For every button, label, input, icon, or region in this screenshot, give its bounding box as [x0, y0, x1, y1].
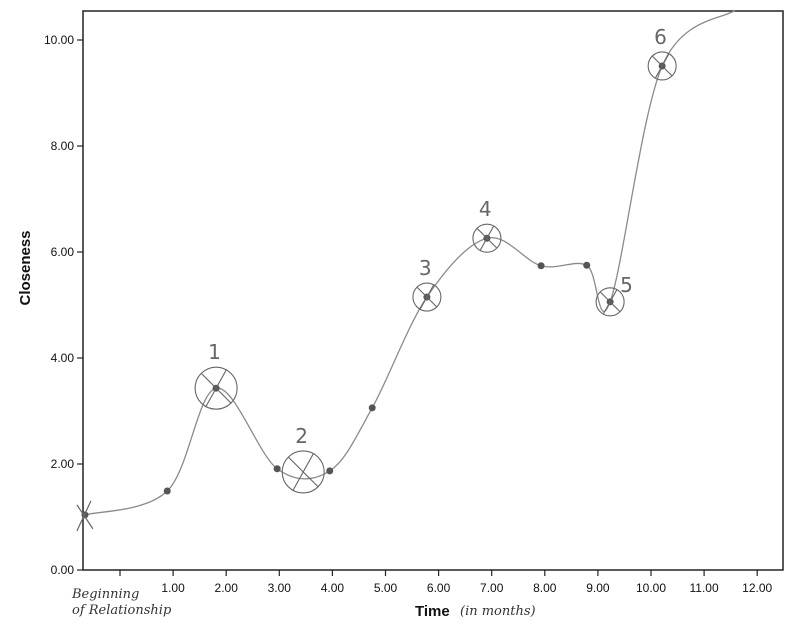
data-point: [583, 261, 591, 269]
annotation-circle: [194, 366, 238, 410]
x-tick-label: 4.00: [321, 581, 345, 595]
x-tick-label: 6.00: [427, 581, 451, 595]
x-tick-label: 10.00: [636, 581, 666, 595]
x-tick-label: 11.00: [690, 581, 719, 595]
x-tick-label: 5.00: [374, 581, 398, 595]
annotation-circle: [412, 282, 442, 312]
data-point: [273, 465, 281, 473]
cross-mark-icon: [201, 369, 232, 408]
annotation-circle: [472, 223, 502, 253]
y-tick-label: 6.00: [51, 245, 75, 259]
start-marker-icon: [76, 500, 94, 532]
annotation-label: 2: [295, 424, 308, 448]
x-axis-title: Time: [415, 603, 450, 620]
data-point: [537, 262, 545, 270]
annotation-label: 5: [620, 273, 633, 297]
data-point: [163, 487, 171, 495]
x-tick-label: 1.00: [161, 581, 185, 595]
y-axis-title: Closeness: [17, 230, 34, 305]
x-origin-label-line2: of Relationship: [72, 603, 172, 618]
cross-mark-icon: [476, 225, 498, 252]
x-tick-label: 12.00: [742, 581, 772, 595]
y-tick-label: 4.00: [51, 351, 75, 365]
series-line: [84, 9, 736, 516]
annotation-label: 4: [479, 197, 492, 221]
annotation-circle: [281, 450, 325, 494]
y-tick-label: 2.00: [51, 457, 75, 471]
annotation-circle: [595, 287, 625, 317]
x-origin-label-line1: Beginning: [71, 587, 139, 602]
y-tick-label: 10.00: [44, 33, 74, 47]
data-point: [326, 467, 334, 475]
x-tick-label: 9.00: [586, 581, 610, 595]
annotation-label: 3: [419, 256, 432, 280]
data-point: [368, 404, 376, 412]
plot-frame: [82, 10, 784, 571]
y-tick-label: 0.00: [51, 563, 75, 577]
cross-mark-icon: [651, 53, 673, 79]
x-tick-label: 2.00: [215, 581, 239, 595]
annotation-label: 6: [654, 25, 667, 49]
x-tick-label: 3.00: [268, 581, 292, 595]
cross-mark-icon: [416, 284, 438, 310]
cross-mark-icon: [599, 288, 621, 315]
annotation-label: 1: [208, 340, 221, 364]
x-tick-label: 7.00: [480, 581, 504, 595]
x-axis-title-note: (in months): [460, 604, 536, 619]
annotation-circle: [647, 51, 677, 81]
cross-mark-icon: [288, 452, 319, 492]
x-tick-label: 8.00: [533, 581, 557, 595]
y-tick-label: 8.00: [51, 139, 75, 153]
